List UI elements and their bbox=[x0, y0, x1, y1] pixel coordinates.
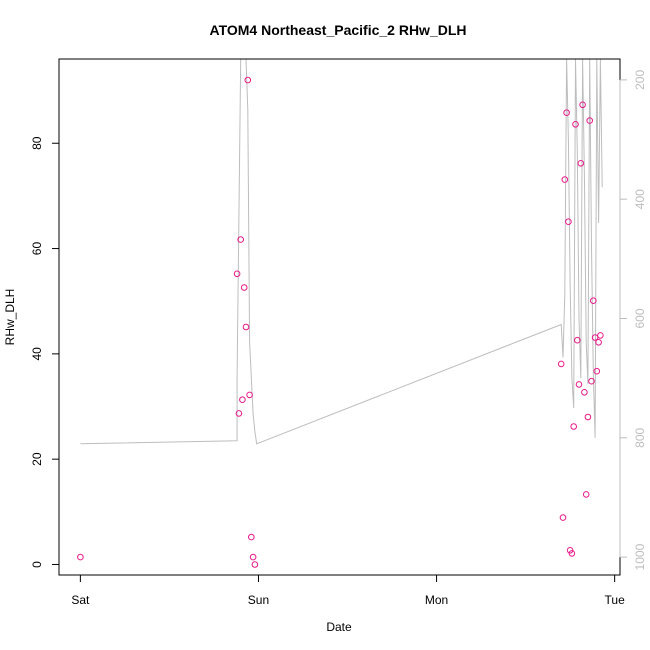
x-tick-label: Sat bbox=[71, 593, 90, 607]
data-point bbox=[561, 176, 569, 183]
y-tick-label: 20 bbox=[30, 452, 44, 466]
data-point bbox=[572, 121, 579, 128]
data-point bbox=[579, 101, 586, 109]
secondary-tick-label: 200 bbox=[633, 70, 647, 90]
y-axis: 0 20 40 60 80 bbox=[30, 136, 60, 568]
data-point bbox=[235, 410, 243, 417]
data-point bbox=[574, 336, 581, 344]
y-tick-label: 40 bbox=[30, 347, 44, 361]
y-tick-label: 0 bbox=[30, 561, 44, 568]
x-tick-label: Mon bbox=[425, 593, 448, 607]
data-point bbox=[586, 117, 594, 124]
x-axis-label: Date bbox=[326, 620, 352, 634]
y-tick-label: 80 bbox=[30, 136, 44, 150]
data-point bbox=[565, 218, 572, 225]
data-point bbox=[248, 533, 255, 541]
chart-title: ATOM4 Northeast_Pacific_2 RHw_DLH bbox=[210, 22, 467, 38]
data-point bbox=[570, 423, 578, 430]
data-point bbox=[593, 367, 601, 375]
series-line bbox=[80, 58, 603, 445]
data-point bbox=[557, 360, 565, 368]
x-axis: Sat Sun Mon Tue bbox=[71, 574, 626, 607]
data-point bbox=[588, 377, 595, 385]
data-point bbox=[597, 332, 604, 339]
data-point bbox=[249, 553, 257, 561]
secondary-tick-label: 600 bbox=[633, 308, 647, 328]
data-point bbox=[577, 160, 585, 167]
data-point bbox=[582, 491, 590, 498]
data-point bbox=[77, 553, 84, 561]
data-point bbox=[584, 413, 592, 421]
data-point bbox=[563, 109, 570, 116]
data-point bbox=[233, 270, 241, 278]
y-axis-label: RHw_DLH bbox=[3, 289, 17, 346]
data-point bbox=[242, 323, 250, 331]
plot-area bbox=[77, 58, 604, 568]
data-point bbox=[595, 339, 602, 346]
secondary-tick-label: 800 bbox=[633, 427, 647, 447]
secondary-tick-label: 400 bbox=[633, 189, 647, 209]
x-tick-label: Tue bbox=[605, 593, 626, 607]
data-point bbox=[240, 284, 248, 291]
secondary-tick-label: 1000 bbox=[633, 543, 647, 570]
data-point bbox=[246, 391, 253, 399]
data-point bbox=[239, 396, 246, 404]
data-point bbox=[251, 561, 259, 568]
data-point bbox=[559, 514, 567, 521]
x-tick-label: Sun bbox=[248, 593, 269, 607]
data-point bbox=[590, 297, 597, 305]
data-point bbox=[244, 76, 252, 84]
secondary-y-axis: 200 400 600 800 1000 bbox=[619, 70, 647, 570]
data-point bbox=[575, 381, 583, 388]
data-point bbox=[581, 389, 588, 396]
data-point bbox=[237, 236, 244, 243]
data-point bbox=[568, 550, 576, 557]
y-tick-label: 60 bbox=[30, 242, 44, 256]
